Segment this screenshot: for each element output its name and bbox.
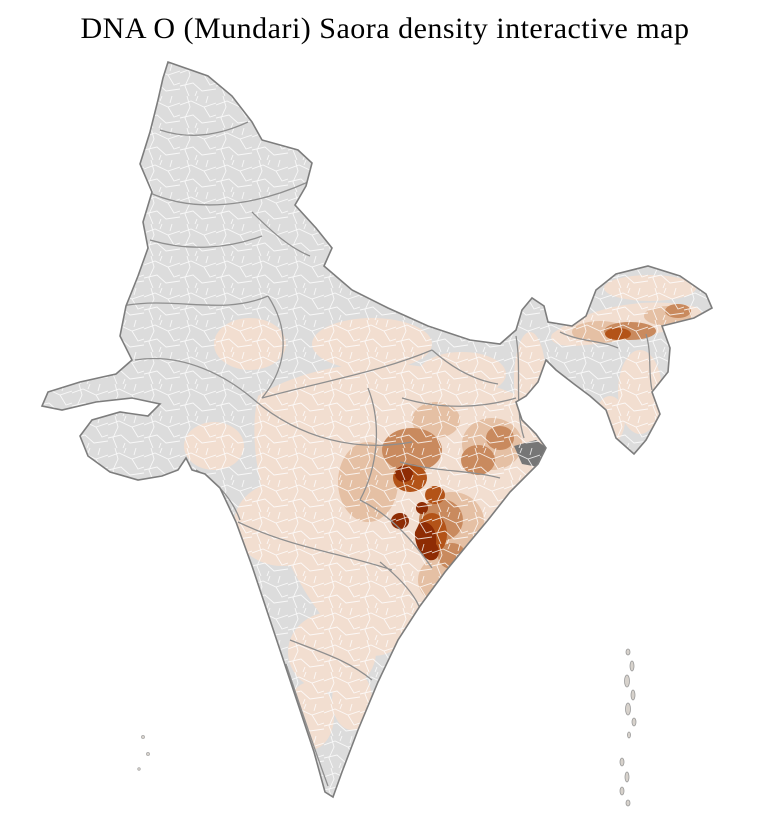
page-title: DNA O (Mundari) Saora density interactiv… <box>80 12 690 45</box>
island[interactable] <box>624 771 630 783</box>
island[interactable] <box>631 717 637 727</box>
map-layers <box>41 61 713 807</box>
island[interactable] <box>630 689 636 701</box>
island[interactable] <box>137 767 141 771</box>
island[interactable] <box>627 731 631 739</box>
andaman-islands[interactable] <box>619 648 637 807</box>
island[interactable] <box>629 660 635 672</box>
island[interactable] <box>619 786 625 796</box>
island[interactable] <box>146 752 150 756</box>
island[interactable] <box>625 648 631 656</box>
district-borders-mesh <box>42 62 712 797</box>
island[interactable] <box>619 757 625 767</box>
island[interactable] <box>624 674 630 688</box>
lakshadweep-islands[interactable] <box>137 735 150 771</box>
island[interactable] <box>141 735 145 739</box>
island[interactable] <box>625 799 631 807</box>
island[interactable] <box>625 702 631 716</box>
